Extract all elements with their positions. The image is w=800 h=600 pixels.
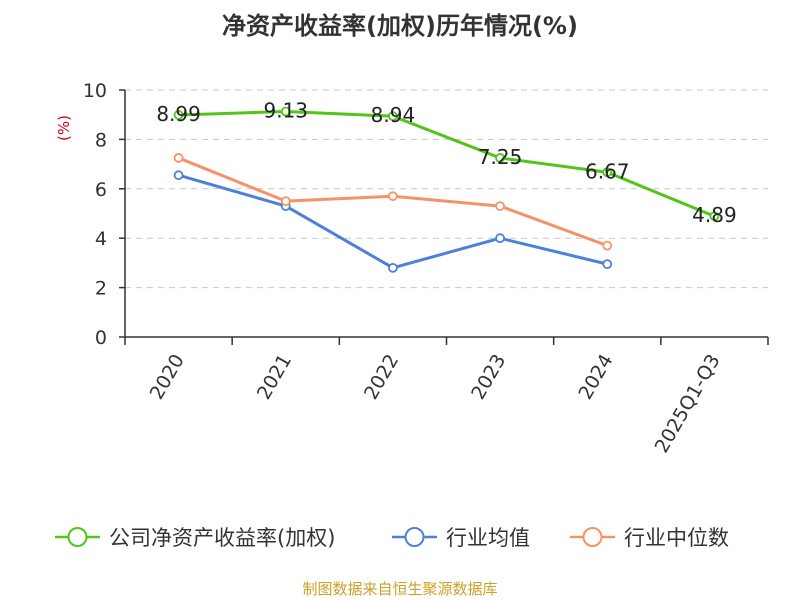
data-label: 9.13 bbox=[263, 98, 308, 122]
data-point bbox=[173, 110, 184, 120]
data-point bbox=[495, 201, 505, 211]
data-label: 8.99 bbox=[156, 102, 201, 126]
x-tick-label: 2021 bbox=[253, 351, 296, 404]
y-tick-label: 8 bbox=[95, 129, 107, 151]
axes: 0 2 4 6 8 10 (%) 2020 2021 2022 2023 2024 2025Q1-Q3 bbox=[55, 80, 769, 457]
x-tick-label: 2025Q1-Q3 bbox=[651, 351, 725, 457]
legend-label: 公司净资产收益率(加权) bbox=[109, 526, 335, 550]
data-labels: 8.99 9.13 8.94 7.25 6.67 4.89 bbox=[156, 98, 736, 227]
y-axis-label: (%) bbox=[55, 115, 73, 141]
data-label: 7.25 bbox=[478, 145, 523, 169]
y-tick-label: 0 bbox=[95, 327, 107, 349]
data-label: 4.89 bbox=[692, 203, 737, 227]
series-line-0 bbox=[178, 109, 715, 218]
legend-label: 行业均值 bbox=[446, 526, 530, 550]
data-point bbox=[388, 191, 398, 202]
data-point bbox=[173, 170, 184, 181]
data-point bbox=[602, 240, 613, 251]
x-tick-label: 2022 bbox=[360, 351, 403, 404]
data-point bbox=[709, 211, 720, 222]
y-tick-label: 10 bbox=[83, 80, 107, 102]
data-point bbox=[388, 111, 398, 122]
x-tick-label: 2023 bbox=[467, 351, 510, 404]
data-point bbox=[602, 167, 613, 178]
data-point bbox=[280, 106, 291, 117]
series-lines bbox=[173, 106, 720, 273]
data-label: 8.94 bbox=[371, 103, 416, 127]
legend-marker bbox=[404, 527, 425, 547]
grid-lines bbox=[125, 89, 768, 289]
data-point bbox=[280, 196, 291, 207]
chart-title: 净资产收益率(加权)历年情况(%) bbox=[222, 12, 578, 40]
legend-label: 行业中位数 bbox=[624, 526, 729, 550]
legend-item[interactable]: 行业中位数 bbox=[570, 526, 729, 550]
y-tick-label: 2 bbox=[95, 278, 107, 300]
x-tick-label: 2020 bbox=[146, 351, 189, 404]
legend-marker bbox=[582, 527, 603, 547]
source-note: 制图数据来自恒生聚源数据库 bbox=[302, 580, 498, 598]
data-point bbox=[173, 153, 184, 163]
data-label: 6.67 bbox=[585, 159, 630, 183]
x-tick-label: 2024 bbox=[574, 351, 617, 404]
y-tick-label: 4 bbox=[95, 228, 107, 250]
legend-item[interactable]: 行业均值 bbox=[392, 526, 530, 550]
data-point bbox=[495, 153, 505, 163]
legend-marker bbox=[67, 527, 88, 547]
data-point bbox=[602, 259, 613, 270]
data-point bbox=[495, 233, 505, 244]
series-line-2 bbox=[178, 156, 608, 248]
legend-item[interactable]: 公司净资产收益率(加权) bbox=[55, 526, 335, 550]
legend[interactable]: 公司净资产收益率(加权) 行业均值 行业中位数 bbox=[55, 526, 729, 550]
data-point bbox=[388, 262, 398, 273]
y-tick-label: 6 bbox=[95, 179, 107, 201]
